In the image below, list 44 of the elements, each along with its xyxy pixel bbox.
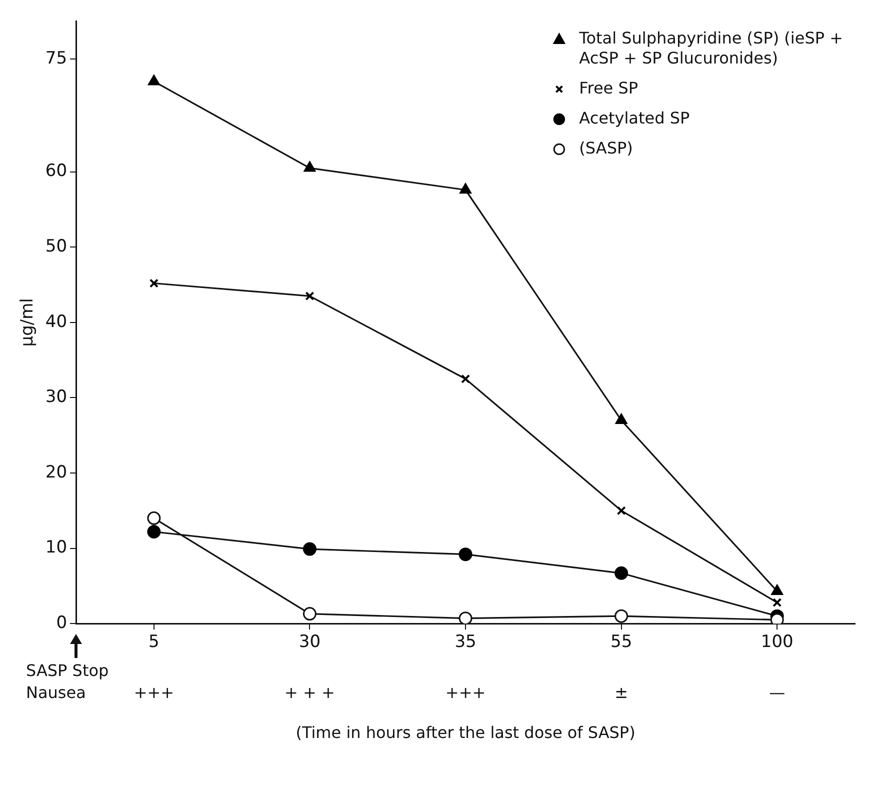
text: +++ xyxy=(445,682,486,702)
y-tick-label: 30 xyxy=(45,387,68,408)
x-axis-title: (Time in hours after the last dose of SASP) xyxy=(296,722,636,742)
y-tick-label: 50 xyxy=(45,236,68,257)
point xyxy=(614,566,628,580)
y-tick-label: 75 xyxy=(45,48,68,68)
text: + + + xyxy=(284,682,335,702)
text: — xyxy=(769,682,786,702)
point xyxy=(460,374,470,384)
x-tick-label: 55 xyxy=(610,632,632,652)
y-tick-label: 10 xyxy=(45,538,68,558)
point xyxy=(772,598,782,608)
legend-label: Free SP xyxy=(579,78,638,98)
y-tick-label: 0 xyxy=(56,613,68,634)
legend-label: (SASP) xyxy=(579,138,633,158)
legend-label: Acetylated SP xyxy=(579,108,690,128)
legend-label: Total Sulphapyridine (SP) (ieSP + AcSP + SP Glucuronides) xyxy=(578,28,844,68)
point xyxy=(616,506,626,516)
point xyxy=(147,524,161,538)
point xyxy=(149,278,158,288)
y-tick-label: 40 xyxy=(45,312,68,332)
text: +++ xyxy=(134,682,174,702)
x-tick-label: 100 xyxy=(760,632,794,652)
text: SASP Stop xyxy=(26,660,109,680)
y-axis-title: µg/ml xyxy=(18,298,38,347)
point xyxy=(458,612,472,624)
point xyxy=(302,542,316,556)
point xyxy=(770,613,784,624)
x-tick-label: 35 xyxy=(454,632,476,652)
point xyxy=(304,161,316,172)
point xyxy=(147,511,161,525)
point xyxy=(458,548,472,562)
x-tick-label: 30 xyxy=(298,632,321,652)
point xyxy=(302,607,316,621)
x-tick-label: 5 xyxy=(148,632,160,652)
point xyxy=(305,292,314,301)
point xyxy=(148,74,160,86)
point xyxy=(615,414,628,424)
point xyxy=(460,183,472,194)
text: Nausea xyxy=(26,682,86,702)
text: ± xyxy=(614,682,628,702)
point xyxy=(614,609,628,623)
y-tick-label: 60 xyxy=(45,161,68,182)
y-tick-label: 20 xyxy=(45,462,68,482)
